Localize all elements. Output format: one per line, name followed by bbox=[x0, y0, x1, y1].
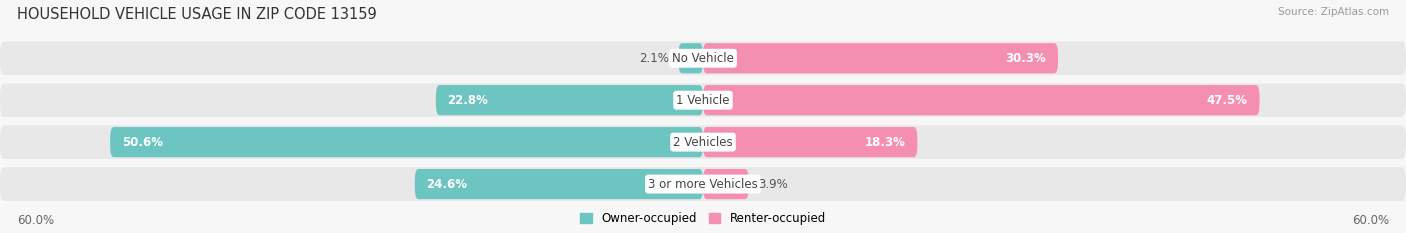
Text: 60.0%: 60.0% bbox=[1353, 214, 1389, 227]
FancyBboxPatch shape bbox=[703, 169, 749, 199]
FancyBboxPatch shape bbox=[678, 43, 703, 73]
Text: 30.3%: 30.3% bbox=[1005, 52, 1046, 65]
Text: 47.5%: 47.5% bbox=[1206, 94, 1249, 107]
Text: 3.9%: 3.9% bbox=[758, 178, 787, 191]
Text: 3 or more Vehicles: 3 or more Vehicles bbox=[648, 178, 758, 191]
FancyBboxPatch shape bbox=[436, 85, 703, 115]
Text: 60.0%: 60.0% bbox=[17, 214, 53, 227]
Text: HOUSEHOLD VEHICLE USAGE IN ZIP CODE 13159: HOUSEHOLD VEHICLE USAGE IN ZIP CODE 1315… bbox=[17, 7, 377, 22]
FancyBboxPatch shape bbox=[0, 167, 1406, 201]
Legend: Owner-occupied, Renter-occupied: Owner-occupied, Renter-occupied bbox=[579, 212, 827, 225]
FancyBboxPatch shape bbox=[0, 125, 1406, 159]
Text: 22.8%: 22.8% bbox=[447, 94, 488, 107]
Text: Source: ZipAtlas.com: Source: ZipAtlas.com bbox=[1278, 7, 1389, 17]
Text: 2 Vehicles: 2 Vehicles bbox=[673, 136, 733, 149]
Text: 18.3%: 18.3% bbox=[865, 136, 905, 149]
Text: 24.6%: 24.6% bbox=[426, 178, 467, 191]
Text: 50.6%: 50.6% bbox=[122, 136, 163, 149]
FancyBboxPatch shape bbox=[415, 169, 703, 199]
FancyBboxPatch shape bbox=[0, 41, 1406, 75]
FancyBboxPatch shape bbox=[0, 83, 1406, 117]
FancyBboxPatch shape bbox=[110, 127, 703, 157]
FancyBboxPatch shape bbox=[703, 85, 1260, 115]
Text: 1 Vehicle: 1 Vehicle bbox=[676, 94, 730, 107]
Text: No Vehicle: No Vehicle bbox=[672, 52, 734, 65]
FancyBboxPatch shape bbox=[703, 127, 917, 157]
Text: 2.1%: 2.1% bbox=[640, 52, 669, 65]
FancyBboxPatch shape bbox=[703, 43, 1057, 73]
